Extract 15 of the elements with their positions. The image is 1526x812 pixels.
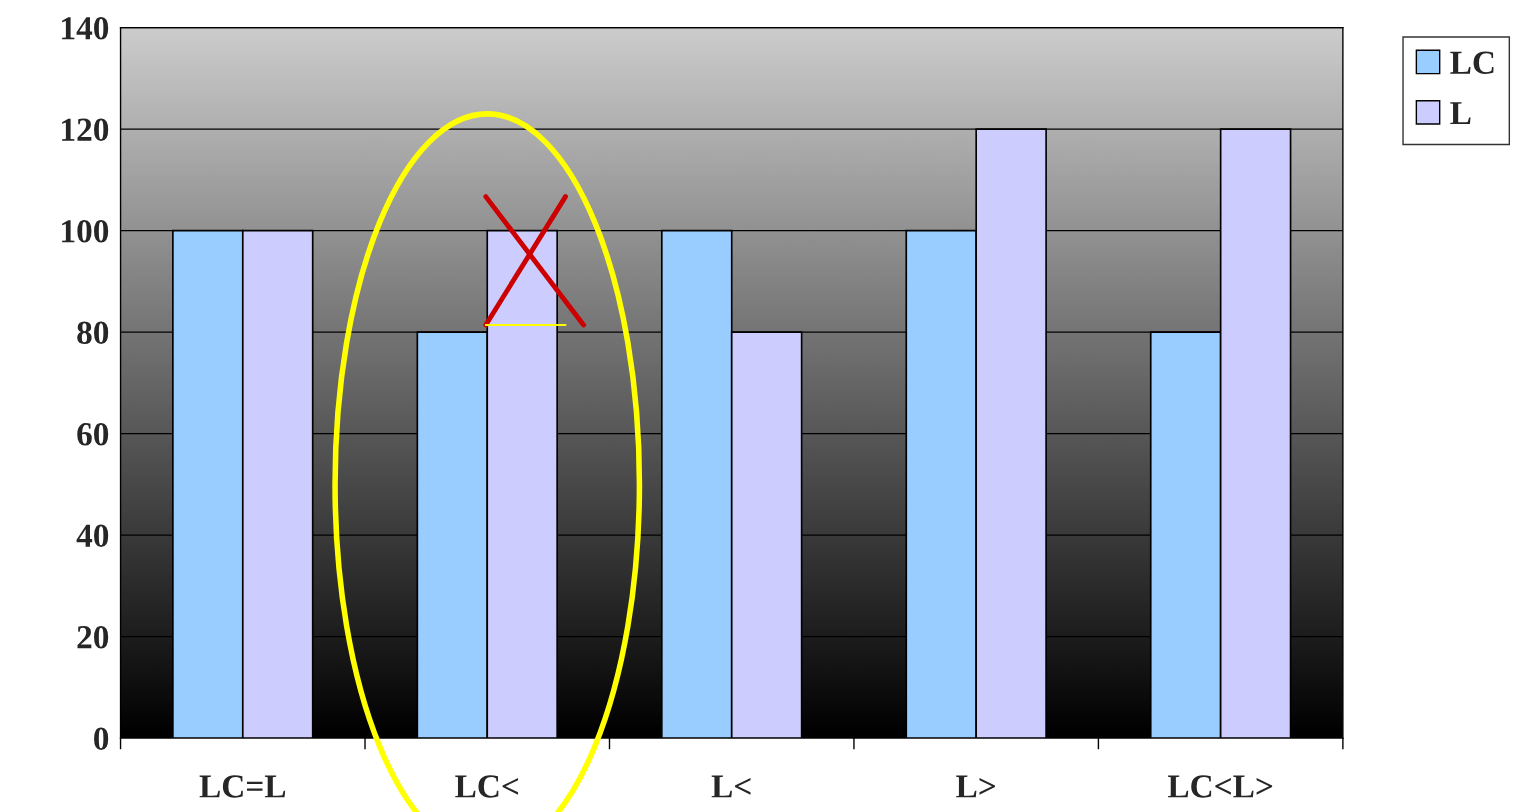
y-tick-label: 40 <box>76 524 109 547</box>
y-tick-label: 100 <box>62 220 109 243</box>
y-tick-label: 20 <box>77 626 109 649</box>
y-tick-label: 0 <box>94 727 109 750</box>
y-tick-label: 140 <box>62 17 109 40</box>
x-tick-label: L> <box>956 775 995 798</box>
x-tick-label: LC< <box>455 775 519 798</box>
legend-label: LC <box>1450 51 1494 74</box>
y-tick-label: 60 <box>77 423 109 446</box>
x-tick-label: LC=L <box>199 775 286 798</box>
x-tick-label: L< <box>711 775 751 798</box>
legend-label: L <box>1450 102 1471 125</box>
y-tick-label: 80 <box>77 321 109 344</box>
x-tick-label: LC<L> <box>1167 775 1273 798</box>
y-tick-label: 120 <box>62 118 109 141</box>
